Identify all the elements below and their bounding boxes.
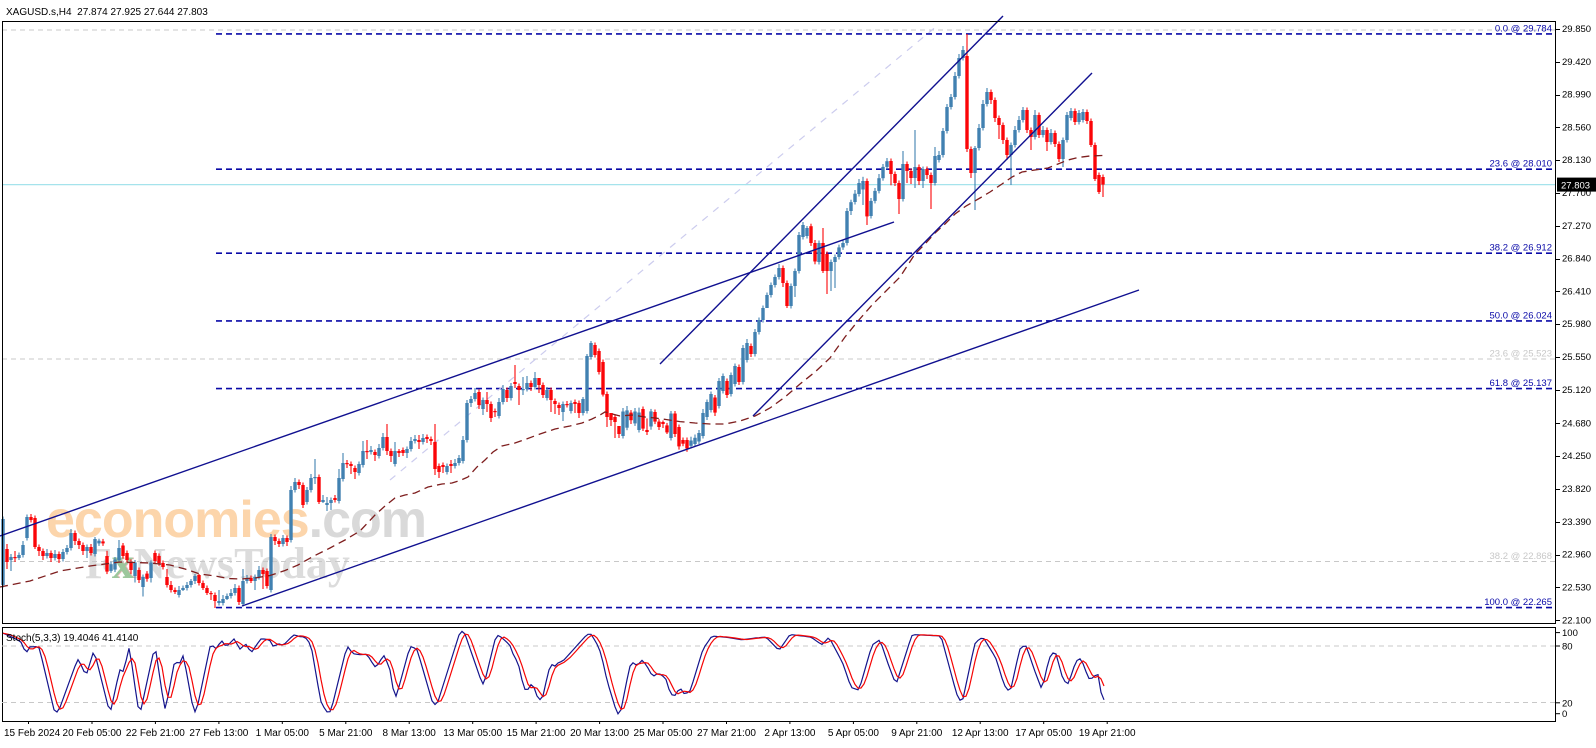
svg-text:0: 0 [1562,709,1567,720]
svg-text:5 Mar 21:00: 5 Mar 21:00 [319,728,373,739]
svg-text:50.0 @ 26.024: 50.0 @ 26.024 [1490,310,1552,321]
svg-text:5 Apr 05:00: 5 Apr 05:00 [828,728,880,739]
svg-text:25.120: 25.120 [1562,385,1591,396]
svg-text:61.8 @ 25.137: 61.8 @ 25.137 [1490,378,1552,389]
svg-text:38.2 @ 22.868: 38.2 @ 22.868 [1490,551,1552,562]
svg-text:27.270: 27.270 [1562,221,1591,232]
svg-text:28.990: 28.990 [1562,90,1591,101]
svg-text:29.850: 29.850 [1562,24,1591,35]
svg-text:25.550: 25.550 [1562,352,1591,363]
svg-text:15 Feb 2024: 15 Feb 2024 [4,728,61,739]
svg-text:24.250: 24.250 [1562,451,1591,462]
svg-text:economies.com: economies.com [46,491,426,549]
svg-text:9 Apr 21:00: 9 Apr 21:00 [891,728,943,739]
svg-text:23.820: 23.820 [1562,484,1591,495]
svg-text:12 Apr 13:00: 12 Apr 13:00 [952,728,1009,739]
svg-text:22.530: 22.530 [1562,583,1591,594]
svg-text:24.680: 24.680 [1562,418,1591,429]
svg-text:19 Apr 21:00: 19 Apr 21:00 [1079,728,1136,739]
svg-text:22.100: 22.100 [1562,615,1591,626]
svg-text:28.130: 28.130 [1562,155,1591,166]
svg-text:100.0 @ 22.265: 100.0 @ 22.265 [1484,597,1552,608]
svg-text:27.700: 27.700 [1562,188,1591,199]
svg-text:8 Mar 13:00: 8 Mar 13:00 [383,728,437,739]
svg-text:22 Feb 21:00: 22 Feb 21:00 [126,728,185,739]
svg-text:26.840: 26.840 [1562,254,1591,265]
svg-text:26.410: 26.410 [1562,286,1591,297]
svg-text:29.420: 29.420 [1562,57,1591,68]
svg-text:27 Feb 13:00: 27 Feb 13:00 [189,728,248,739]
svg-text:28.560: 28.560 [1562,122,1591,133]
svg-text:13 Mar 05:00: 13 Mar 05:00 [443,728,502,739]
svg-text:23.390: 23.390 [1562,517,1591,528]
svg-text:XAGUSD.s,H4 27.874 27.925 27.: XAGUSD.s,H4 27.874 27.925 27.644 27.803 [6,7,208,18]
svg-text:20: 20 [1562,698,1573,709]
svg-text:2 Apr 13:00: 2 Apr 13:00 [764,728,816,739]
svg-text:100: 100 [1562,628,1578,639]
svg-text:1 Mar 05:00: 1 Mar 05:00 [256,728,310,739]
svg-text:Stoch(5,3,3) 19.4046 41.4140: Stoch(5,3,3) 19.4046 41.4140 [6,633,139,644]
svg-text:23.6 @ 28.010: 23.6 @ 28.010 [1490,159,1552,170]
svg-text:22.960: 22.960 [1562,550,1591,561]
svg-text:80: 80 [1562,642,1573,653]
svg-text:0.0 @ 29.784: 0.0 @ 29.784 [1495,23,1552,34]
svg-text:38.2 @ 26.912: 38.2 @ 26.912 [1490,243,1552,254]
svg-text:20 Feb 05:00: 20 Feb 05:00 [63,728,122,739]
svg-text:25.980: 25.980 [1562,319,1591,330]
svg-text:27 Mar 21:00: 27 Mar 21:00 [697,728,756,739]
svg-text:23.6 @ 25.523: 23.6 @ 25.523 [1490,349,1552,360]
svg-text:15 Mar 21:00: 15 Mar 21:00 [507,728,566,739]
svg-text:27.803: 27.803 [1561,180,1590,191]
svg-text:20 Mar 13:00: 20 Mar 13:00 [570,728,629,739]
svg-text:FxNewsToday: FxNewsToday [85,539,350,588]
svg-text:25 Mar 05:00: 25 Mar 05:00 [634,728,693,739]
svg-text:17 Apr 05:00: 17 Apr 05:00 [1015,728,1072,739]
